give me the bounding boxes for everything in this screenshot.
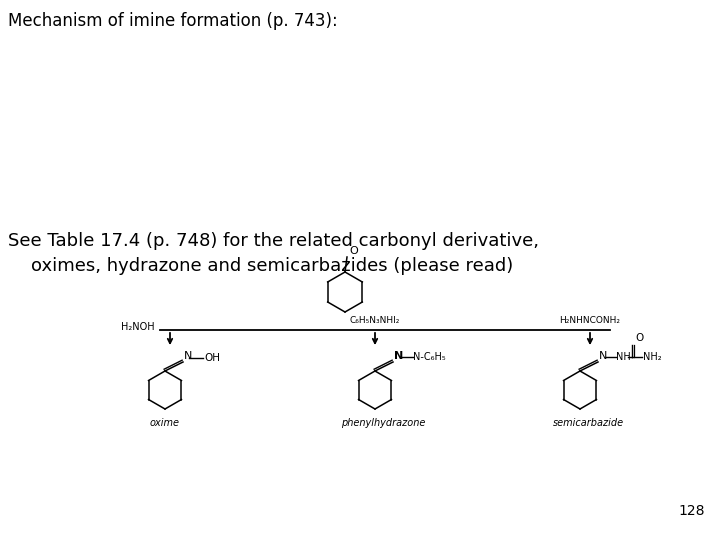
Text: NH: NH — [616, 352, 631, 362]
Text: Mechanism of imine formation (p. 743):: Mechanism of imine formation (p. 743): — [8, 12, 338, 30]
Text: semicarbazide: semicarbazide — [552, 418, 624, 428]
Text: N: N — [184, 351, 192, 361]
Text: O: O — [349, 246, 358, 256]
Text: O: O — [635, 333, 643, 343]
Text: NH₂: NH₂ — [643, 352, 662, 362]
Text: N: N — [394, 351, 403, 361]
Text: oximes, hydrazone and semicarbazides (please read): oximes, hydrazone and semicarbazides (pl… — [8, 257, 513, 275]
Text: phenylhydrazone: phenylhydrazone — [341, 418, 426, 428]
Text: H₂NHNCONH₂: H₂NHNCONH₂ — [559, 316, 621, 325]
Text: 128: 128 — [678, 504, 705, 518]
Text: oxime: oxime — [150, 418, 180, 428]
Text: OH: OH — [204, 353, 220, 363]
Text: N-C₆H₅: N-C₆H₅ — [413, 352, 446, 362]
Text: C₆H₅N₃NHI₂: C₆H₅N₃NHI₂ — [350, 316, 400, 325]
Text: N: N — [599, 351, 608, 361]
Text: H₂NOH: H₂NOH — [122, 322, 155, 332]
Text: See Table 17.4 (p. 748) for the related carbonyl derivative,: See Table 17.4 (p. 748) for the related … — [8, 232, 539, 250]
